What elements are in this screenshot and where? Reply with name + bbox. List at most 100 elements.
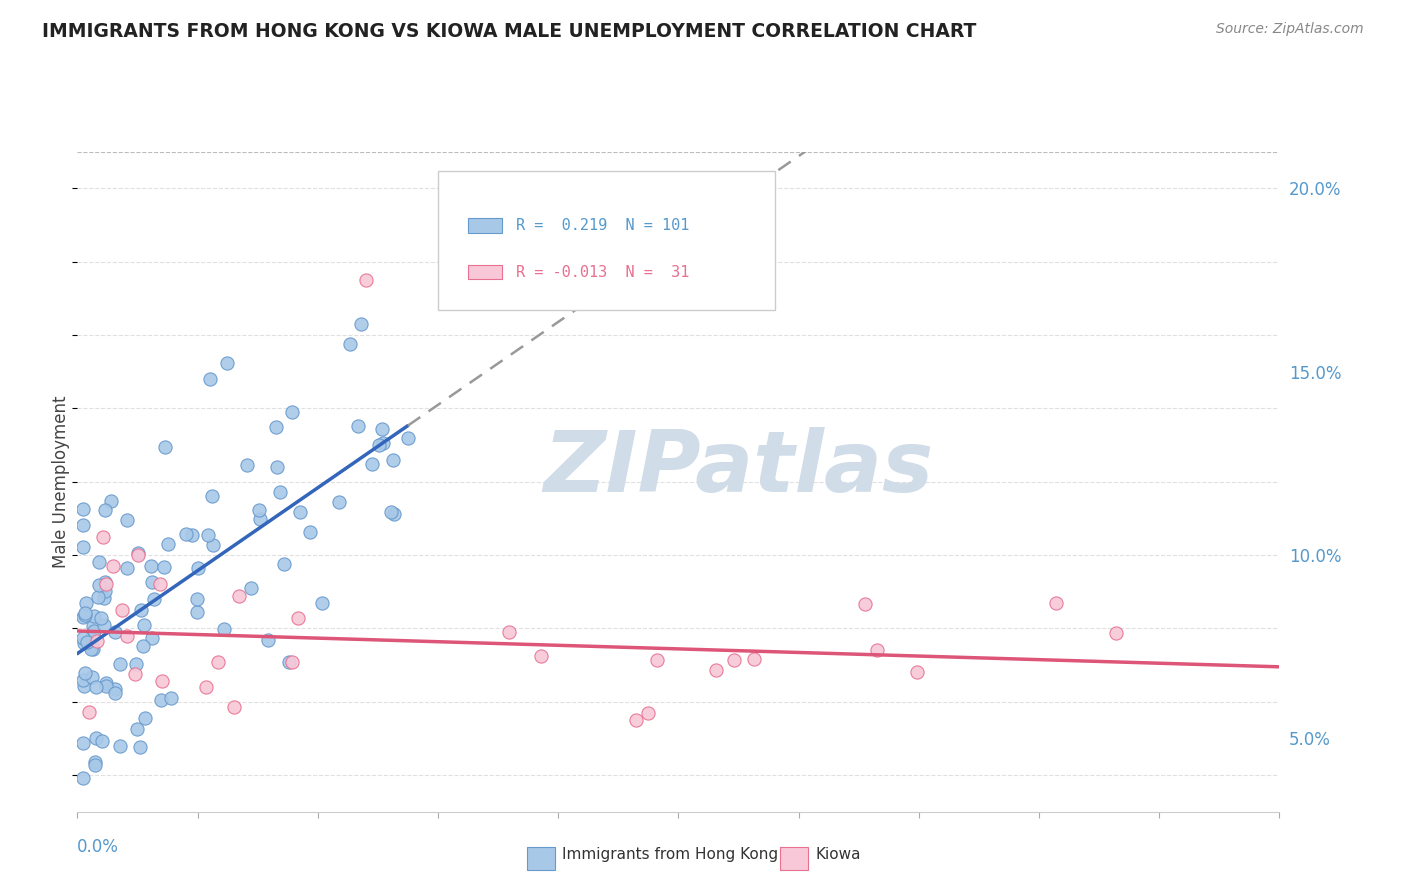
- Point: [79, 632, 101, 647]
- Point: [207, 655, 229, 669]
- Point: [361, 457, 384, 471]
- Point: [187, 561, 209, 575]
- Bar: [468, 265, 502, 279]
- Point: [339, 336, 361, 351]
- Point: [86, 680, 108, 694]
- Point: [134, 618, 156, 632]
- Point: [530, 649, 553, 664]
- Point: [86, 731, 108, 745]
- Point: [73, 679, 96, 693]
- Point: [132, 640, 155, 654]
- Point: [1105, 626, 1128, 640]
- Point: [76, 634, 98, 648]
- Point: [72, 673, 94, 687]
- Point: [626, 713, 648, 727]
- Point: [266, 460, 288, 475]
- Point: [127, 548, 149, 562]
- Point: [141, 574, 163, 589]
- Point: [80, 641, 103, 656]
- Point: [72, 502, 94, 516]
- Point: [704, 663, 727, 677]
- Point: [94, 575, 117, 590]
- Point: [129, 603, 152, 617]
- Point: [299, 524, 322, 539]
- Point: [72, 771, 94, 785]
- Point: [160, 691, 183, 706]
- Y-axis label: Male Unemployment: Male Unemployment: [52, 395, 70, 568]
- Point: [256, 633, 278, 648]
- Point: [150, 673, 173, 688]
- Point: [104, 686, 127, 700]
- Point: [108, 739, 131, 754]
- Point: [281, 405, 304, 419]
- Point: [866, 642, 889, 657]
- Point: [90, 610, 112, 624]
- Point: [94, 503, 117, 517]
- Point: [373, 435, 395, 450]
- Point: [174, 527, 197, 541]
- Text: IMMIGRANTS FROM HONG KONG VS KIOWA MALE UNEMPLOYMENT CORRELATION CHART: IMMIGRANTS FROM HONG KONG VS KIOWA MALE …: [42, 22, 977, 41]
- Point: [201, 489, 224, 503]
- Point: [853, 597, 876, 611]
- Point: [94, 577, 117, 591]
- Point: [91, 734, 114, 748]
- Point: [72, 610, 94, 624]
- Point: [198, 372, 221, 386]
- Point: [287, 611, 309, 625]
- Point: [104, 681, 127, 696]
- Point: [124, 667, 146, 681]
- Point: [197, 528, 219, 542]
- Point: [212, 623, 235, 637]
- Point: [73, 608, 96, 623]
- Point: [288, 505, 311, 519]
- Point: [269, 485, 291, 500]
- Point: [381, 453, 404, 467]
- Point: [281, 656, 304, 670]
- Point: [94, 679, 117, 693]
- Point: [354, 273, 377, 287]
- Point: [80, 638, 103, 652]
- Point: [368, 438, 391, 452]
- Point: [125, 722, 148, 736]
- Point: [186, 592, 208, 607]
- FancyBboxPatch shape: [439, 171, 775, 310]
- Point: [240, 581, 263, 595]
- Point: [202, 538, 225, 552]
- Point: [82, 642, 104, 657]
- Point: [104, 624, 127, 639]
- Point: [186, 605, 208, 619]
- Point: [222, 700, 245, 714]
- Point: [350, 317, 373, 331]
- Point: [129, 740, 152, 755]
- Point: [75, 665, 97, 680]
- Point: [396, 432, 419, 446]
- Point: [637, 706, 659, 720]
- Point: [382, 507, 405, 521]
- Point: [127, 546, 149, 560]
- Text: R = -0.013  N =  31: R = -0.013 N = 31: [516, 265, 689, 279]
- Point: [84, 758, 107, 772]
- Point: [264, 419, 287, 434]
- Text: 0.0%: 0.0%: [77, 838, 120, 856]
- Text: ZIPatlas: ZIPatlas: [543, 427, 934, 510]
- Point: [228, 589, 250, 603]
- Point: [72, 518, 94, 533]
- Point: [278, 655, 301, 669]
- Point: [111, 603, 134, 617]
- Point: [217, 356, 239, 370]
- Point: [905, 665, 928, 679]
- Point: [149, 693, 172, 707]
- Text: Immigrants from Hong Kong: Immigrants from Hong Kong: [562, 847, 779, 862]
- Point: [247, 502, 270, 516]
- Point: [139, 559, 162, 574]
- Point: [249, 512, 271, 526]
- Point: [371, 422, 394, 436]
- Point: [108, 657, 131, 671]
- Point: [117, 629, 139, 643]
- Point: [142, 592, 165, 607]
- Point: [100, 493, 122, 508]
- Point: [75, 596, 97, 610]
- Point: [153, 441, 176, 455]
- Point: [80, 670, 103, 684]
- Point: [72, 632, 94, 646]
